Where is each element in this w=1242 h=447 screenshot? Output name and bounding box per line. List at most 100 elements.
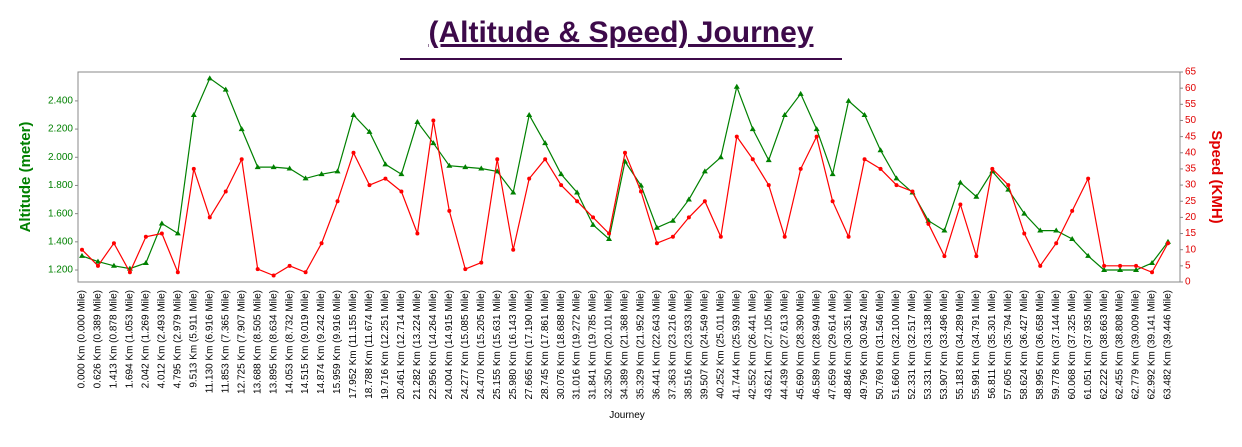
x-tick-label: 55.183 Km (34.289 Mile) bbox=[955, 290, 966, 400]
speed-marker bbox=[447, 208, 452, 213]
y-tick-label: 1.400 bbox=[48, 236, 73, 247]
altitude-marker bbox=[1053, 227, 1060, 233]
x-tick-label: 37.363 Km (23.216 Mile) bbox=[668, 290, 679, 400]
speed-marker bbox=[1102, 263, 1107, 268]
y2-tick-label: 20 bbox=[1185, 212, 1197, 223]
speed-marker bbox=[255, 267, 260, 272]
x-tick-label: 40.252 Km (25.011 Mile) bbox=[715, 290, 726, 399]
altitude-marker bbox=[526, 111, 533, 117]
y-tick-label: 2.200 bbox=[48, 124, 73, 135]
x-tick-label: 13.688 Km (8.505 Mile) bbox=[252, 290, 263, 394]
speed-marker bbox=[974, 254, 979, 259]
altitude-marker bbox=[334, 168, 341, 174]
x-tick-label: 51.660 Km (32.100 Mile) bbox=[891, 290, 902, 400]
x-tick-label: 62.992 Km (39.141 Mile) bbox=[1147, 290, 1158, 400]
x-tick-label: 25.155 Km (15.631 Mile) bbox=[492, 290, 503, 400]
speed-marker bbox=[654, 241, 659, 246]
speed-marker bbox=[798, 166, 803, 171]
x-tick-label: 1.694 Km (1.053 Mile) bbox=[125, 290, 136, 388]
speed-marker bbox=[351, 150, 356, 155]
y2-tick-label: 10 bbox=[1185, 244, 1197, 255]
x-tick-label: 12.725 Km (7.907 Mile) bbox=[236, 290, 247, 394]
y2-tick-label: 25 bbox=[1185, 196, 1197, 207]
y-tick-label: 2.000 bbox=[48, 152, 73, 163]
altitude-marker bbox=[1069, 236, 1076, 242]
altitude-marker bbox=[398, 171, 405, 177]
altitude-marker bbox=[637, 182, 644, 188]
altitude-marker bbox=[270, 164, 277, 170]
speed-marker bbox=[942, 254, 947, 259]
altitude-marker bbox=[254, 164, 261, 170]
speed-marker bbox=[127, 270, 132, 275]
x-tick-label: 9.513 Km (5.911 Mile) bbox=[188, 290, 199, 388]
x-tick-label: 4.795 Km (2.979 Mile) bbox=[172, 290, 183, 388]
speed-marker bbox=[575, 199, 580, 204]
speed-marker bbox=[1070, 208, 1075, 213]
x-tick-label: 14.515 Km (9.019 Mile) bbox=[300, 290, 311, 394]
x-tick-label: 4.012 Km (2.493 Mile) bbox=[156, 290, 167, 388]
y-tick-label: 1.600 bbox=[48, 208, 73, 219]
altitude-marker bbox=[685, 196, 692, 202]
x-tick-label: 14.053 Km (8.732 Mile) bbox=[284, 290, 295, 394]
speed-marker bbox=[239, 157, 244, 162]
altitude-marker bbox=[765, 157, 772, 163]
altitude-marker bbox=[1021, 210, 1028, 216]
x-tick-label: 35.329 Km (21.952 Mile) bbox=[636, 290, 647, 400]
altitude-marker bbox=[845, 97, 852, 103]
x-tick-label: 25.980 Km (16.143 Mile) bbox=[508, 290, 519, 400]
x-tick-label: 49.796 Km (30.942 Mile) bbox=[859, 290, 870, 400]
altitude-marker bbox=[973, 193, 980, 199]
altitude-marker bbox=[813, 126, 820, 132]
plot-frame bbox=[77, 71, 1181, 283]
x-tick-label: 13.895 Km (8.634 Mile) bbox=[268, 290, 279, 394]
x-tick-label: 58.995 Km (36.658 Mile) bbox=[1035, 290, 1046, 400]
x-tick-label: 24.004 Km (14.915 Mile) bbox=[444, 290, 455, 400]
x-tick-label: 24.470 Km (15.205 Mile) bbox=[476, 290, 487, 400]
x-tick-label: 62.455 Km (38.808 Mile) bbox=[1115, 290, 1126, 400]
speed-marker bbox=[80, 247, 84, 252]
speed-marker bbox=[862, 157, 867, 162]
speed-marker bbox=[271, 273, 276, 278]
y-axis-title: Altitude (meter) bbox=[17, 122, 34, 233]
x-tick-label: 43.621 Km (27.105 Mile) bbox=[763, 290, 774, 400]
x-tick-label: 57.605 Km (35.794 Mile) bbox=[1003, 290, 1014, 400]
chart-title: (Altitude & Speed) Journey bbox=[428, 16, 813, 49]
x-tick-label: 56.811 Km (35.301 Mile) bbox=[987, 290, 998, 399]
altitude-marker bbox=[510, 189, 517, 195]
altitude-marker bbox=[781, 111, 788, 117]
x-tick-label: 14.874 Km (9.242 Mile) bbox=[316, 290, 327, 394]
x-tick-label: 44.439 Km (27.613 Mile) bbox=[779, 290, 790, 400]
altitude-marker bbox=[302, 175, 309, 181]
speed-marker bbox=[463, 267, 468, 272]
altitude-marker bbox=[941, 227, 948, 233]
x-tick-label: 47.659 Km (29.614 Mile) bbox=[827, 290, 838, 400]
y2-tick-label: 60 bbox=[1185, 83, 1197, 94]
x-tick-label: 32.350 Km (20.101 Mile) bbox=[604, 290, 615, 400]
speed-marker bbox=[543, 157, 548, 162]
altitude-marker bbox=[701, 168, 708, 174]
altitude-marker bbox=[350, 111, 357, 117]
altitude-marker bbox=[1085, 252, 1092, 258]
speed-marker bbox=[335, 199, 340, 204]
altitude-marker bbox=[877, 147, 884, 153]
x-tick-label: 42.552 Km (26.441 Mile) bbox=[747, 290, 758, 400]
x-tick-label: 41.744 Km (25.939 Mile) bbox=[731, 290, 742, 400]
x-tick-label: 24.277 Km (15.085 Mile) bbox=[460, 290, 471, 400]
altitude-marker bbox=[1101, 267, 1108, 273]
y2-axis-title: Speed (KMH) bbox=[1208, 130, 1225, 223]
x-tick-label: 0.626 Km (0.389 Mile) bbox=[93, 290, 104, 388]
altitude-marker bbox=[430, 140, 437, 146]
y2-tick-label: 35 bbox=[1185, 164, 1197, 175]
x-tick-label: 62.779 Km (39.009 Mile) bbox=[1131, 290, 1142, 400]
x-tick-label: 52.331 Km (32.517 Mile) bbox=[907, 290, 918, 400]
altitude-marker bbox=[142, 259, 149, 265]
altitude-marker bbox=[190, 111, 197, 117]
altitude-marker bbox=[733, 83, 740, 89]
x-axis-title: Journey bbox=[609, 410, 645, 421]
speed-marker bbox=[319, 241, 324, 246]
x-tick-label: 11.853 Km (7.365 Mile) bbox=[220, 290, 231, 393]
x-tick-label: 18.788 Km (11.674 Mile) bbox=[364, 290, 375, 399]
x-tick-label: 21.282 Km (13.224 Mile) bbox=[412, 290, 423, 400]
x-tick-label: 38.516 Km (23.933 Mile) bbox=[684, 290, 695, 400]
speed-marker bbox=[894, 183, 899, 188]
